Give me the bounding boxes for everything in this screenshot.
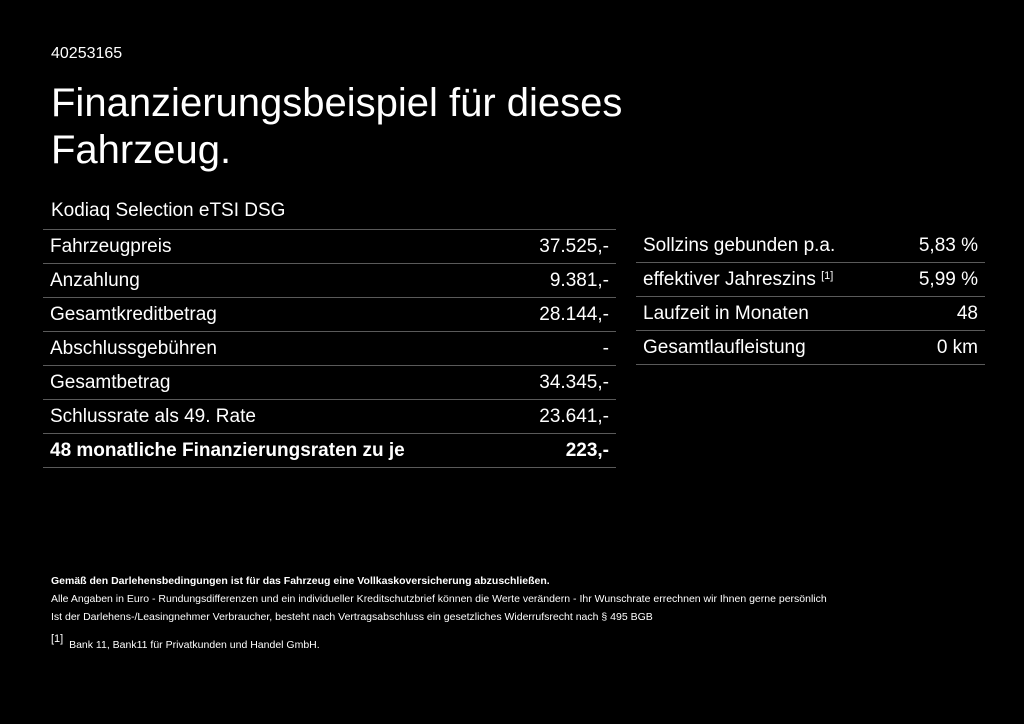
table-row: Schlussrate als 49. Rate 23.641,- [43, 399, 616, 434]
table-row: Laufzeit in Monaten 48 [636, 296, 985, 331]
disclaimer-line: Alle Angaben in Euro - Rundungsdifferenz… [51, 593, 827, 605]
table-row: Anzahlung 9.381,- [43, 263, 616, 298]
table-row: Gesamtbetrag 34.345,- [43, 365, 616, 400]
row-label: Gesamtkreditbetrag [43, 297, 510, 332]
model-name: Kodiaq Selection eTSI DSG [51, 200, 286, 221]
footnote-mark: [1] [51, 633, 64, 645]
page-title: Finanzierungsbeispiel für dieses Fahrzeu… [51, 81, 623, 172]
footnote-text: Bank 11, Bank11 für Privatkunden und Han… [69, 639, 320, 651]
financing-table: Fahrzeugpreis 37.525,- Anzahlung 9.381,- G… [43, 229, 616, 468]
insurance-note: Gemäß den Darlehensbedingungen ist für d… [51, 575, 550, 587]
disclaimer-line: Ist der Darlehens-/Leasingnehmer Verbrau… [51, 611, 653, 623]
row-label: effektiver Jahreszins [1] [636, 262, 894, 297]
row-value: 223,- [509, 433, 616, 468]
row-value: - [509, 331, 616, 366]
offer-id: 40253165 [51, 45, 123, 62]
row-label: Sollzins gebunden p.a. [636, 229, 894, 263]
row-label: Laufzeit in Monaten [636, 296, 894, 331]
row-value: 5,83 % [893, 229, 985, 263]
row-label: Fahrzeugpreis [43, 229, 510, 264]
monthly-rate-row: 48 monatliche Finanzierungsraten zu je 22… [43, 433, 616, 468]
row-value: 28.144,- [509, 297, 616, 332]
footnote: [1] Bank 11, Bank11 für Privatkunden und… [51, 630, 827, 654]
table-row: Abschlussgebühren - [43, 331, 616, 366]
row-label: Abschlussgebühren [43, 331, 510, 366]
row-label: 48 monatliche Finanzierungsraten zu je [43, 433, 510, 468]
table-row: Fahrzeugpreis 37.525,- [43, 229, 616, 264]
row-value: 37.525,- [509, 229, 616, 264]
row-value: 0 km [893, 330, 985, 365]
row-value: 23.641,- [509, 399, 616, 434]
row-value: 5,99 % [893, 262, 985, 297]
table-row: Sollzins gebunden p.a. 5,83 % [636, 229, 985, 263]
table-row: Gesamtkreditbetrag 28.144,- [43, 297, 616, 332]
table-row: effektiver Jahreszins [1] 5,99 % [636, 262, 985, 297]
row-value: 9.381,- [509, 263, 616, 298]
legal-notes: Gemäß den Darlehensbedingungen ist für d… [51, 572, 827, 654]
table-row: Gesamtlaufleistung 0 km [636, 330, 985, 365]
row-label: Schlussrate als 49. Rate [43, 399, 510, 434]
interest-table: Sollzins gebunden p.a. 5,83 % effektiver … [636, 229, 985, 365]
footnote-ref: [1] [821, 269, 834, 282]
row-label: Gesamtlaufleistung [636, 330, 894, 365]
row-label: Gesamtbetrag [43, 365, 510, 400]
row-label: Anzahlung [43, 263, 510, 298]
row-value: 48 [893, 296, 985, 331]
row-value: 34.345,- [509, 365, 616, 400]
